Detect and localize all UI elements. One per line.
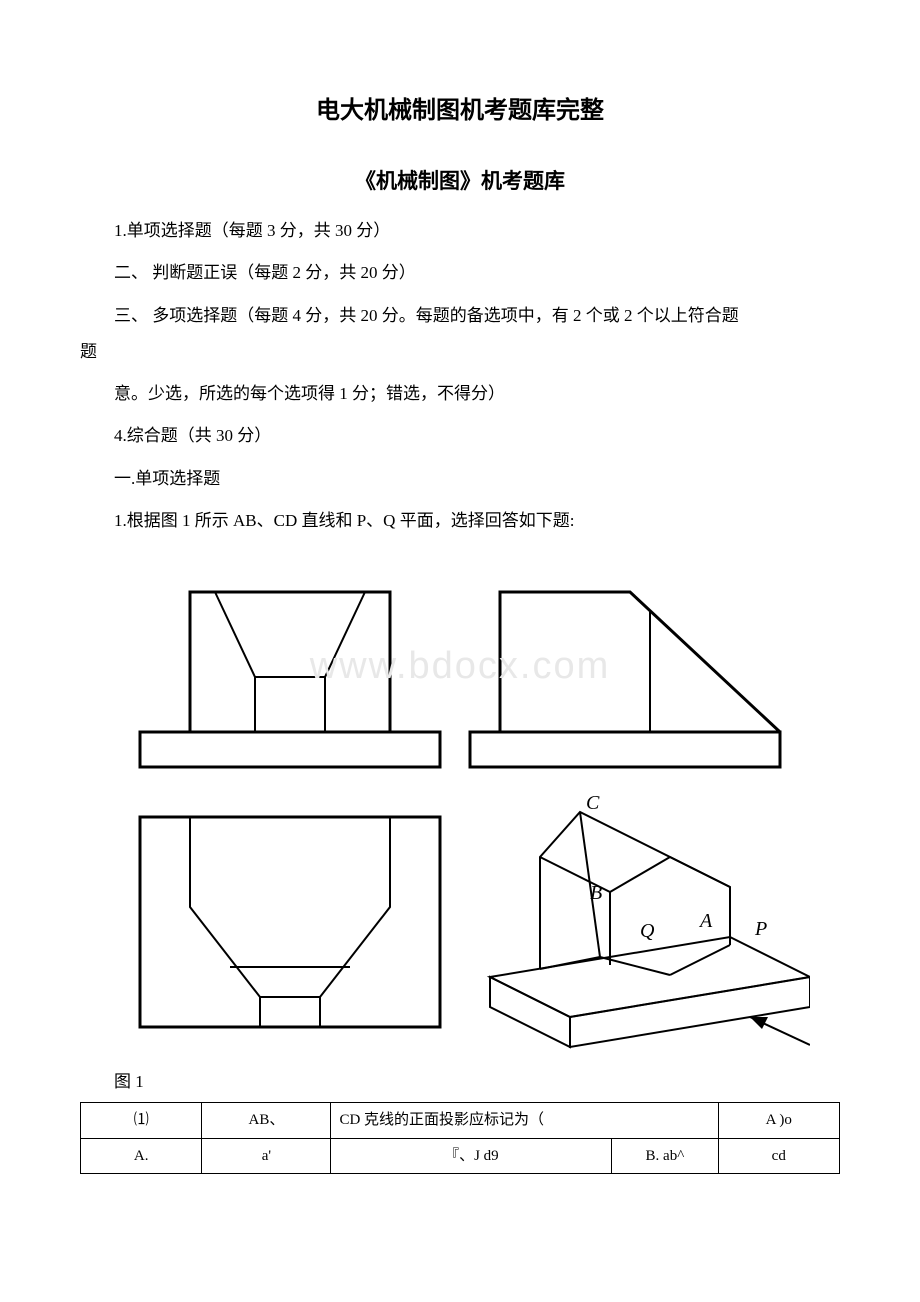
para-question-1: 1.根据图 1 所示 AB、CD 直线和 P、Q 平面，选择回答如下题:: [80, 505, 840, 537]
cell: AB、: [202, 1103, 331, 1139]
label-Q: Q: [640, 920, 655, 942]
para-section-3c: 意。少选，所选的每个选项得 1 分；错选，不得分）: [80, 378, 840, 410]
page-title: 电大机械制图机考题库完整: [80, 90, 840, 125]
answer-table: ⑴ AB、 CD 克线的正面投影应标记为（ A )o A. a' 『、J d9 …: [80, 1102, 840, 1174]
label-C: C: [586, 792, 600, 814]
para-section-4: 4.综合题（共 30 分）: [80, 420, 840, 452]
cell: CD 克线的正面投影应标记为（: [331, 1103, 718, 1139]
figure-1: www.bdocx.com: [80, 557, 840, 1057]
view-top: [140, 817, 440, 1027]
cell: A.: [81, 1138, 202, 1174]
cell: ⑴: [81, 1103, 202, 1139]
para-section-3b-hang: 题: [80, 336, 840, 368]
para-section-3a: 三、 多项选择题（每题 4 分，共 20 分。每题的备选项中，有 2 个或 2 …: [80, 300, 840, 332]
para-heading-single: 一.单项选择题: [80, 463, 840, 495]
cell: A )o: [718, 1103, 839, 1139]
view-front: [140, 592, 440, 767]
table-row: ⑴ AB、 CD 克线的正面投影应标记为（ A )o: [81, 1103, 840, 1139]
cell: a': [202, 1138, 331, 1174]
view-side: [470, 592, 780, 767]
cell: B. ab^: [612, 1138, 718, 1174]
table-row: A. a' 『、J d9 B. ab^ cd: [81, 1138, 840, 1174]
label-P: P: [754, 918, 767, 940]
para-section-1: 1.单项选择题（每题 3 分，共 30 分）: [80, 215, 840, 247]
cell: cd: [718, 1138, 839, 1174]
cell: 『、J d9: [331, 1138, 612, 1174]
figure-1-caption: 图 1: [80, 1067, 840, 1092]
label-A: A: [698, 910, 713, 932]
figure-1-svg: C B Q A P: [110, 557, 810, 1057]
para-section-2: 二、 判断题正误（每题 2 分，共 20 分）: [80, 257, 840, 289]
page-subtitle: 《机械制图》机考题库: [80, 165, 840, 195]
view-arrow-icon: [750, 1017, 810, 1045]
label-B: B: [590, 882, 602, 904]
